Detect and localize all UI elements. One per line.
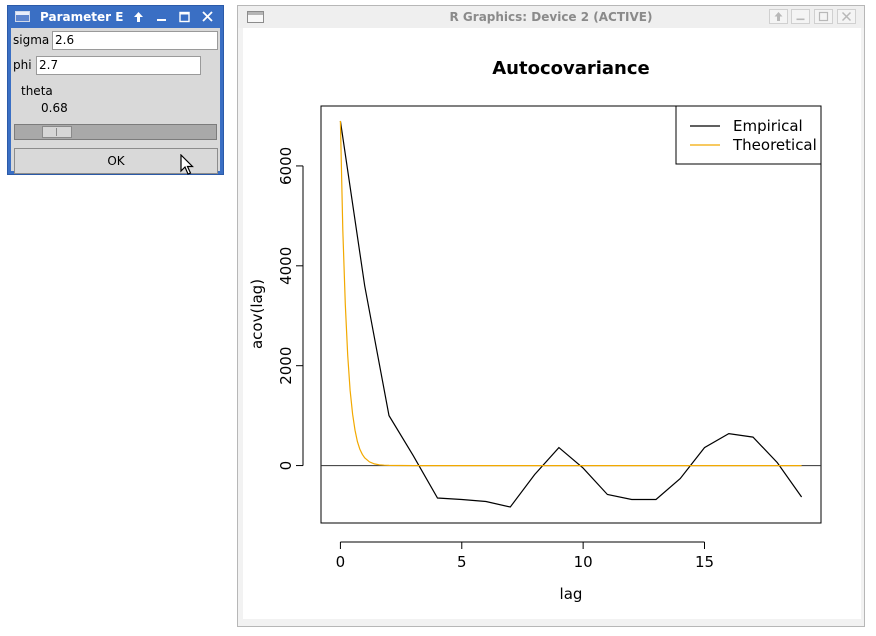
series-line-theoretical xyxy=(339,120,802,467)
x-tick-label: 10 xyxy=(574,553,593,571)
plot-frame xyxy=(320,105,822,524)
phi-label: phi xyxy=(13,58,32,72)
phi-input[interactable]: 2.7 xyxy=(36,56,201,75)
y-axis-label: acov(lag) xyxy=(248,279,266,349)
dialog-titlebar[interactable]: Parameter E xyxy=(8,6,223,28)
theta-slider-handle[interactable] xyxy=(42,126,73,138)
parameter-dialog: Parameter E sigma 2.6 phi 2.7 theta 0.68… xyxy=(7,5,224,175)
arrow-up-icon[interactable] xyxy=(129,9,148,25)
sigma-label: sigma xyxy=(13,33,50,47)
graphics-window-title: R Graphics: Device 2 (ACTIVE) xyxy=(449,10,653,24)
close-icon[interactable] xyxy=(198,9,217,25)
dialog-body: sigma 2.6 phi 2.7 theta 0.68 OK xyxy=(11,28,220,174)
minimize-icon[interactable] xyxy=(152,9,171,25)
x-tick-label: 5 xyxy=(457,553,467,571)
y-tick-label: 6000 xyxy=(277,147,295,185)
y-tick-label: 4000 xyxy=(277,247,295,285)
series-line-empirical xyxy=(339,120,803,508)
theta-value: 0.68 xyxy=(41,101,68,115)
maximize-icon[interactable] xyxy=(175,9,194,25)
theta-slider[interactable] xyxy=(14,124,217,140)
legend-label-empirical: Empirical xyxy=(733,117,803,135)
mouse-pointer-icon xyxy=(180,154,194,175)
window-icon[interactable] xyxy=(15,11,30,22)
graphics-titlebar[interactable]: R Graphics: Device 2 (ACTIVE) xyxy=(238,6,864,28)
autocovariance-chart: Autocovariance lag acov(lag) 0 5 10 15 0 2000… xyxy=(248,58,822,603)
theta-label: theta xyxy=(21,84,53,98)
chart-title: Autocovariance xyxy=(492,58,650,79)
plot-area: Autocovariance lag acov(lag) 0 5 10 15 0 2000… xyxy=(243,28,861,619)
y-tick-label: 2000 xyxy=(277,347,295,385)
maximize-icon[interactable] xyxy=(814,9,833,24)
close-icon[interactable] xyxy=(837,9,856,24)
x-axis-label: lag xyxy=(560,585,583,603)
arrow-up-icon[interactable] xyxy=(769,9,788,24)
legend-label-theoretical: Theoretical xyxy=(732,136,817,154)
minimize-icon[interactable] xyxy=(791,9,810,24)
x-tick-label: 0 xyxy=(336,553,346,571)
window-icon[interactable] xyxy=(247,11,264,23)
x-tick-label: 15 xyxy=(695,553,714,571)
dialog-title: Parameter E xyxy=(40,10,124,24)
y-tick-label: 0 xyxy=(277,461,295,471)
sigma-input[interactable]: 2.6 xyxy=(52,31,218,50)
legend-box xyxy=(675,105,822,165)
